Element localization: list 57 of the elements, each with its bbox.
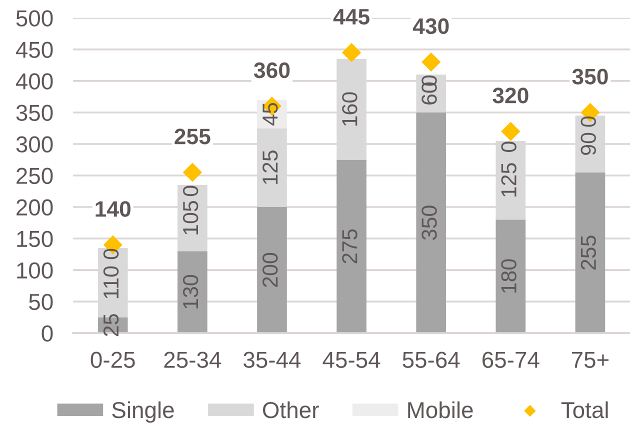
- data-label: 110: [103, 266, 119, 298]
- bar: [496, 220, 526, 334]
- legend-label: Total: [561, 401, 608, 418]
- data-label: 125: [501, 163, 516, 197]
- data-label: 105: [182, 200, 198, 234]
- legend-label: Mobile: [408, 401, 473, 418]
- y-tick-label: 100: [17, 262, 53, 279]
- data-label: 430: [412, 18, 449, 34]
- y-tick-label: 150: [17, 230, 53, 248]
- x-tick-label: 65-74: [482, 352, 540, 368]
- point: [182, 162, 202, 182]
- y-tick-label: 350: [16, 104, 53, 121]
- bar: [336, 160, 366, 334]
- y-tick-label: 300: [16, 136, 53, 153]
- y-tick-label: 450: [16, 42, 53, 58]
- data-label: 0: [103, 248, 119, 260]
- data-label: 360: [254, 62, 290, 78]
- bar: [257, 207, 287, 334]
- point: [422, 52, 441, 72]
- data-label: 90: [580, 132, 596, 155]
- data-label: 255: [174, 128, 210, 144]
- data-label: 0: [501, 142, 516, 152]
- x-tick-label: 45-54: [322, 352, 380, 368]
- data-label: 25: [103, 314, 119, 336]
- bar: [178, 251, 208, 334]
- data-label: 140: [96, 201, 130, 217]
- data-label: 350: [572, 68, 608, 84]
- x-tick-label: 25-34: [164, 352, 222, 368]
- point: [501, 122, 520, 141]
- y-tick-label: 500: [16, 10, 53, 26]
- data-label: 125: [262, 150, 278, 184]
- data-label: 445: [333, 9, 370, 25]
- data-label: 200: [262, 252, 278, 287]
- x-tick-label: 75+: [572, 352, 609, 368]
- data-label: 255: [580, 236, 596, 270]
- data-label: 0: [182, 186, 198, 196]
- y-tick-label: 250: [16, 168, 53, 184]
- data-label: 130: [182, 274, 198, 308]
- data-label: 275: [342, 229, 358, 264]
- data-label: 320: [492, 88, 528, 104]
- point: [342, 43, 362, 62]
- bar: [575, 172, 606, 334]
- data-label: 0: [580, 116, 596, 127]
- data-label: 350: [422, 206, 437, 240]
- data-label: 160: [342, 92, 358, 126]
- bar: [416, 112, 446, 334]
- x-tick-label: 35-44: [244, 352, 301, 368]
- legend-label: Other: [262, 401, 319, 418]
- legend-label: Single: [112, 401, 174, 423]
- data-label: 45: [262, 102, 278, 126]
- y-tick-label: 200: [16, 199, 53, 216]
- y-tick-label: 0: [42, 325, 53, 342]
- y-tick-label: 400: [16, 73, 53, 90]
- data-label: 180: [501, 259, 516, 293]
- x-tick-label: 0-25: [90, 352, 135, 368]
- x-tick-label: 55-64: [402, 352, 460, 368]
- y-tick-label: 50: [29, 294, 53, 310]
